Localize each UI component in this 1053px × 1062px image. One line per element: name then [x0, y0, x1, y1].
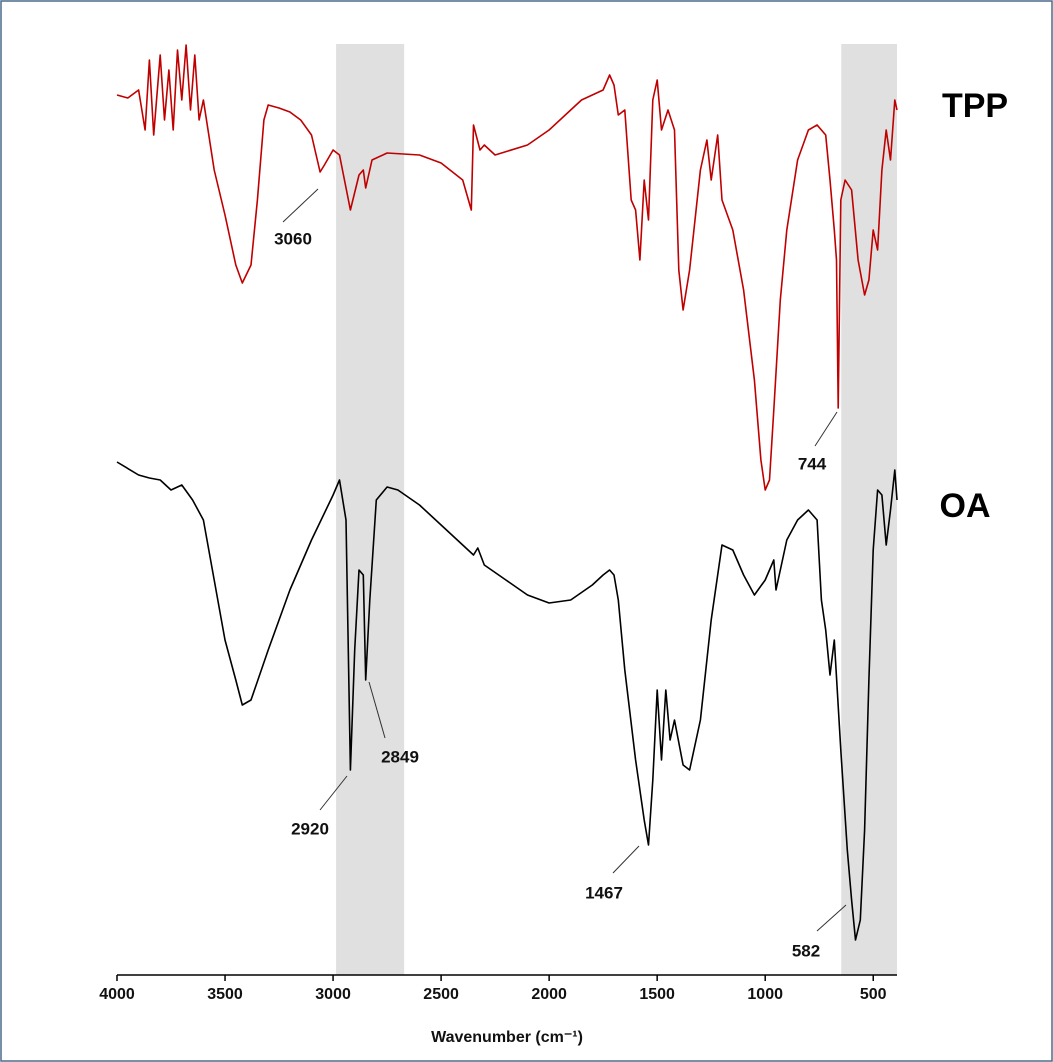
shaded-region: [841, 44, 897, 975]
x-axis-label: Wavenumber (cm⁻¹): [431, 1029, 583, 1046]
series-label: OA: [940, 487, 991, 525]
annotation-leader: [814, 411, 838, 447]
annotation: 582: [792, 941, 820, 960]
x-tick-label: 500: [860, 986, 887, 1003]
shaded-region: [336, 44, 405, 975]
x-tick-label: 2000: [531, 986, 567, 1003]
series-line: [116, 44, 898, 491]
x-tick-label: 4000: [99, 986, 135, 1003]
annotation: 1467: [585, 883, 623, 902]
annotation: 744: [798, 454, 827, 473]
x-tick-label: 1000: [747, 986, 783, 1003]
annotation: 2849: [381, 747, 419, 766]
series-line: [116, 461, 898, 941]
annotation-leader: [612, 845, 640, 874]
x-tick-label: 2500: [423, 986, 459, 1003]
annotation: 2920: [291, 819, 329, 838]
annotation: 3060: [274, 229, 312, 248]
annotation-leader: [282, 188, 319, 223]
annotation-leader: [816, 904, 847, 932]
annotation-leader: [319, 775, 348, 811]
x-tick-label: 3500: [207, 986, 243, 1003]
series-label: TPP: [942, 87, 1008, 125]
x-tick-label: 1500: [639, 986, 675, 1003]
annotation-leader: [368, 681, 386, 739]
x-tick-label: 3000: [315, 986, 351, 1003]
